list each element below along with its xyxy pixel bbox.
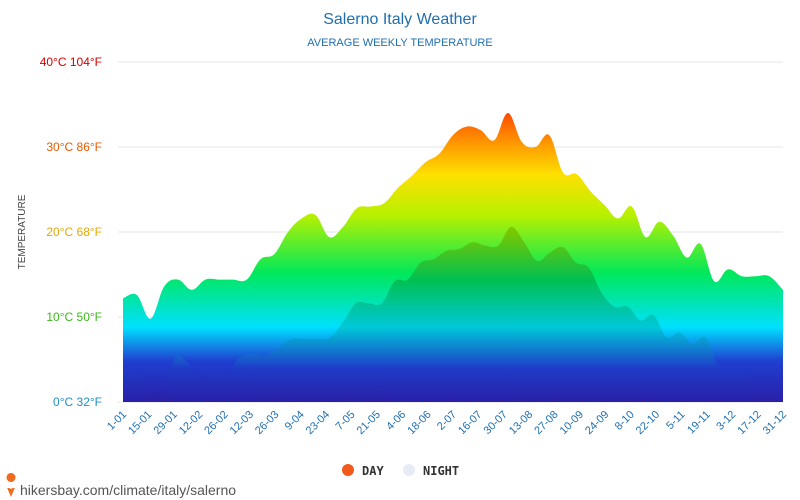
- x-tick-label: 12-02: [177, 409, 205, 437]
- map-pin-icon: [6, 473, 16, 497]
- x-tick-label: 5-11: [664, 409, 687, 432]
- y-tick-label: 30°C 86°F: [46, 140, 102, 154]
- legend-night-marker: [403, 464, 415, 476]
- y-tick-label: 40°C 104°F: [40, 55, 102, 69]
- x-tick-label: 16-07: [456, 409, 484, 437]
- night-area: [123, 226, 783, 402]
- x-tick-label: 12-03: [228, 409, 256, 437]
- legend-day-marker: [342, 464, 354, 476]
- footer-source-text: hikersbay.com/climate/italy/salerno: [20, 482, 236, 498]
- x-tick-label: 23-04: [304, 409, 332, 437]
- y-axis-label: TEMPERATURE: [17, 194, 28, 269]
- x-tick-label: 26-03: [253, 409, 281, 437]
- x-tick-label: 17-12: [735, 409, 763, 437]
- legend-night-label: NIGHT: [423, 464, 459, 478]
- legend: DAY NIGHT: [342, 464, 459, 478]
- x-tick-label: 27-08: [532, 409, 560, 437]
- legend-day-label: DAY: [362, 464, 384, 478]
- legend-item-day[interactable]: DAY: [342, 464, 384, 478]
- x-tick-label: 22-10: [634, 409, 662, 437]
- x-tick-label: 24-09: [583, 409, 611, 437]
- y-tick-label: 10°C 50°F: [46, 310, 102, 324]
- x-tick-label: 15-01: [126, 409, 154, 437]
- x-tick-label: 29-01: [152, 409, 180, 437]
- x-tick-label: 31-12: [761, 409, 789, 437]
- chart-title: Salerno Italy Weather: [323, 11, 477, 28]
- y-tick-label: 20°C 68°F: [46, 225, 102, 239]
- x-tick-label: 30-07: [482, 409, 510, 437]
- y-tick-labels: 0°C 32°F 10°C 50°F 20°C 68°F 30°C 86°F 40°C …: [40, 55, 102, 409]
- x-tick-label: 26-02: [202, 409, 230, 437]
- x-tick-label: 13-08: [507, 409, 535, 437]
- x-tick-label: 10-09: [558, 409, 586, 437]
- plot-areas: [123, 112, 783, 403]
- chart-subtitle: AVERAGE WEEKLY TEMPERATURE: [307, 37, 492, 49]
- y-tick-label: 0°C 32°F: [53, 395, 102, 409]
- x-tick-label: 19-11: [685, 409, 713, 437]
- legend-item-night[interactable]: NIGHT: [403, 464, 459, 478]
- x-tick-label: 21-05: [355, 409, 383, 437]
- footer-source-link[interactable]: hikersbay.com/climate/italy/salerno: [6, 473, 237, 498]
- x-tick-label: 18-06: [405, 409, 433, 437]
